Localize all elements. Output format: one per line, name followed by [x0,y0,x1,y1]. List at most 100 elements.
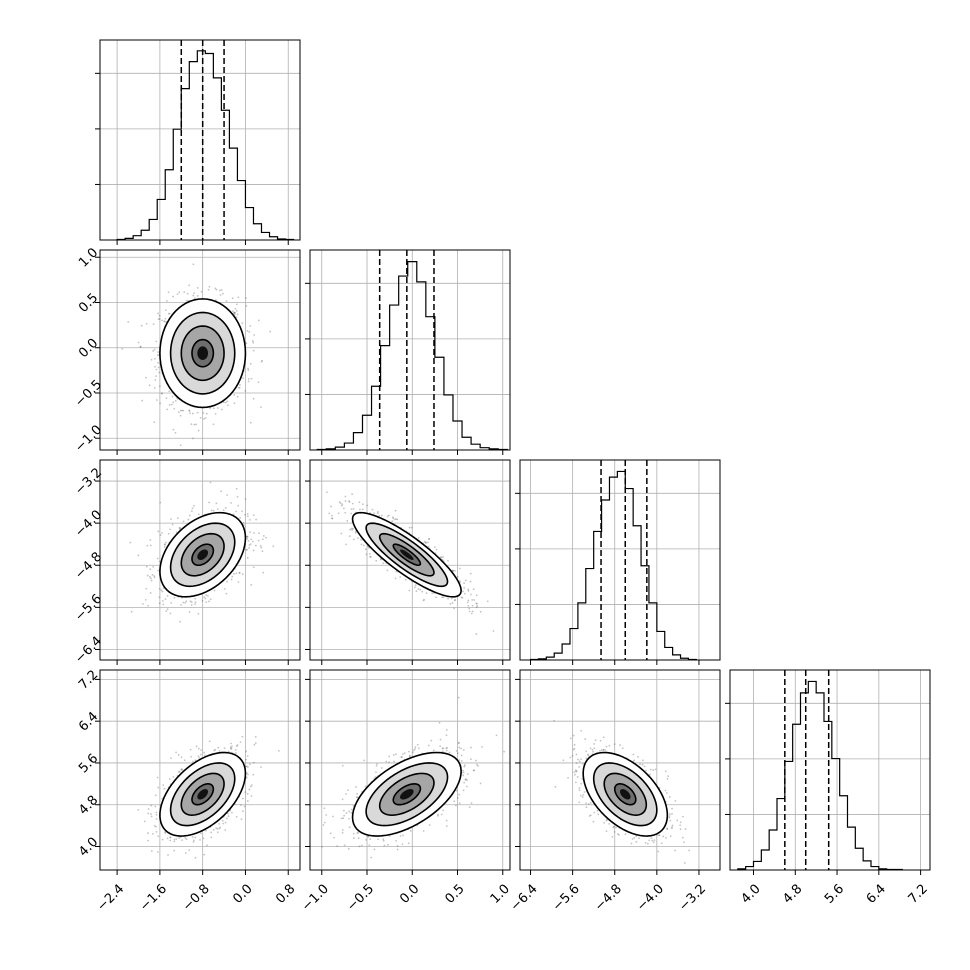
scatter-point [180,756,183,759]
scatter-point [157,530,160,533]
scatter-point [247,367,249,370]
scatter-point [326,491,328,494]
scatter-point [199,416,202,419]
scatter-point [242,810,244,813]
scatter-point [202,412,205,414]
scatter-point [241,735,244,738]
contour-line [180,532,225,577]
scatter-point [159,402,162,405]
scatter-point [150,579,153,582]
scatter-point [145,565,148,568]
scatter-point [475,602,478,605]
scatter-point [157,569,160,572]
scatter-point [233,312,236,315]
scatter-point [172,401,175,404]
scatter-point [261,550,264,553]
scatter-point [184,837,187,839]
scatter-point [338,501,341,504]
scatter-point [162,603,165,606]
scatter-point [348,500,350,503]
scatter-point [170,757,172,759]
scatter-point [352,527,354,530]
scatter-point [396,518,399,521]
scatter-point [450,597,453,600]
scatter-point [194,601,197,604]
scatter-point [162,784,165,787]
scatter-point [246,772,248,775]
scatter-point [451,602,454,604]
scatter-point [466,601,469,604]
scatter-point [145,322,148,325]
scatter-point [166,408,169,411]
scatter-point [348,535,351,538]
scatter-point [250,538,253,541]
scatter-point [167,291,170,294]
scatter-point [150,804,153,807]
scatter-point [149,568,152,571]
scatter-point [218,827,221,830]
scatter-point [247,766,249,768]
scatter-point [168,390,171,393]
scatter-point [204,417,207,419]
scatter-point [231,575,234,578]
scatter-point [182,520,185,523]
scatter-point [188,611,191,613]
scatter-point [442,556,444,558]
scatter-point [170,602,173,604]
scatter-point [452,569,454,572]
scatter-point [330,505,332,508]
scatter-point [163,543,166,546]
scatter-point [188,849,191,851]
scatter-point [233,394,236,396]
scatter-point [358,501,361,504]
scatter-point [252,341,255,344]
scatter-point [453,599,456,602]
scatter-point [155,811,158,814]
scatter-point [361,508,364,511]
scatter-point [150,813,152,815]
scatter-point [160,589,163,592]
panel-frame [99,39,301,241]
scatter-point [193,504,195,507]
scatter-point [189,412,191,415]
scatter-point [434,546,436,548]
scatter-point [467,590,470,592]
joint-panel-2-1 [305,459,511,665]
scatter-point [235,815,238,818]
scatter-point [392,517,395,520]
scatter-point [249,531,252,534]
scatter-point [192,263,195,266]
scatter-point [345,543,347,546]
scatter-point [193,839,195,842]
scatter-point [153,357,156,360]
scatter-point [153,575,156,577]
scatter-point [150,358,153,361]
scatter-point [350,508,353,511]
contour-line [378,532,435,577]
scatter-point [377,511,379,513]
scatter-point [230,742,232,745]
panel-frame [309,249,511,451]
scatter-point [237,581,240,583]
scatter-point [373,512,376,515]
scatter-point [224,821,227,824]
scatter-point [176,293,179,296]
scatter-point [208,501,211,504]
scatter-point [153,387,156,389]
scatter-point [447,559,449,562]
scatter-point [442,596,445,599]
scatter-point [451,569,454,572]
scatter-point [197,612,200,615]
scatter-point [408,589,411,592]
scatter-point [248,763,251,766]
scatter-point [233,313,236,316]
scatter-point [245,776,248,779]
scatter-point [340,504,343,507]
scatter-point [246,515,249,518]
scatter-point [408,526,411,529]
scatter-point [247,378,250,380]
scatter-point [153,348,156,351]
scatter-point [222,292,224,295]
scatter-point [224,829,227,831]
scatter-point [216,508,219,510]
